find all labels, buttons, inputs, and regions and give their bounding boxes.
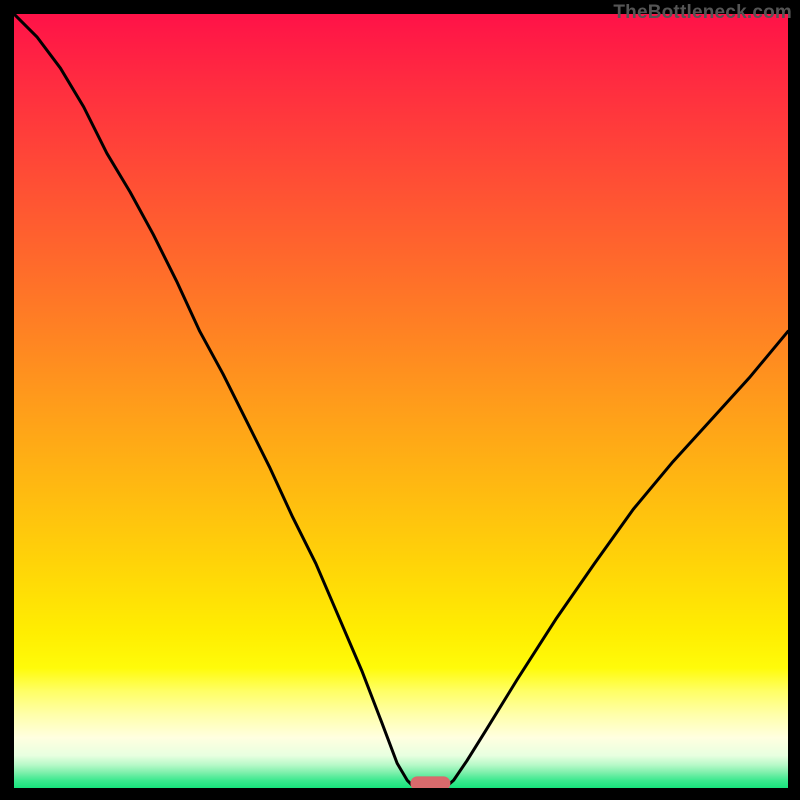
chart-container: { "watermark": { "text": "TheBottleneck.… (0, 0, 800, 800)
chart-background (14, 14, 788, 788)
watermark-text: TheBottleneck.com (613, 2, 792, 24)
optimal-marker (410, 776, 450, 788)
bottleneck-chart (14, 14, 788, 788)
